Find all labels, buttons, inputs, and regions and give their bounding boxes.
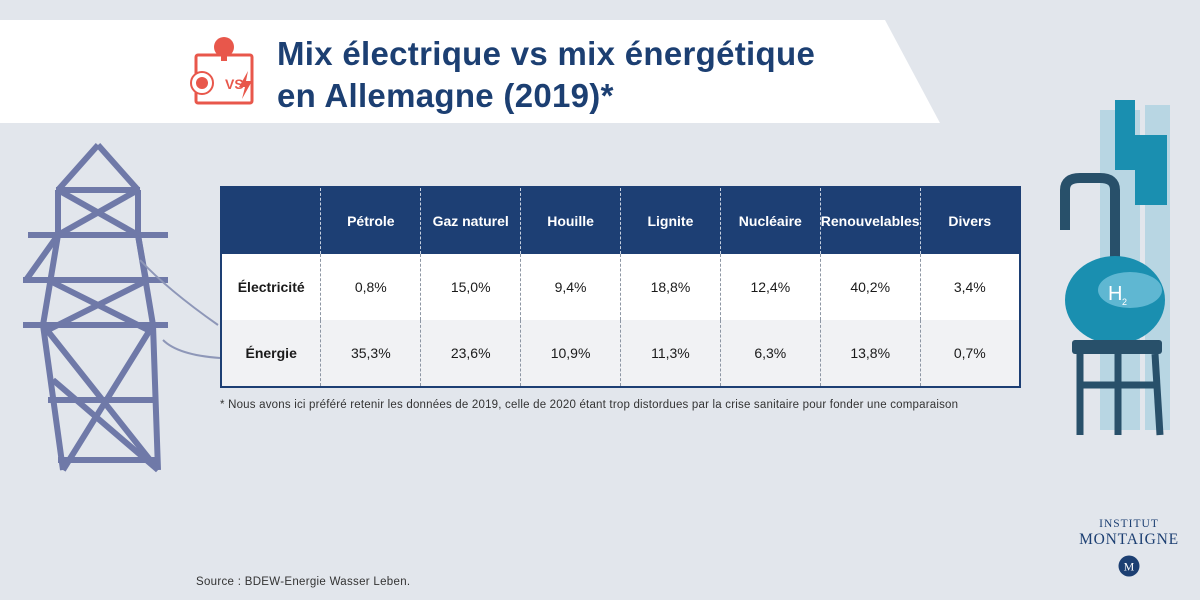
table-cell: 13,8%	[819, 320, 921, 387]
hydrogen-tank-icon: H 2	[1060, 100, 1170, 436]
table-cell: 10,9%	[520, 320, 621, 387]
table-cell: 23,6%	[420, 320, 521, 387]
footnote: * Nous avons ici préféré retenir les don…	[220, 399, 959, 411]
header-row: Pétrole Gaz naturel Houille Lignite Nucl…	[221, 187, 1020, 254]
table-cell: 9,4%	[520, 254, 621, 320]
table-cell: 12,4%	[719, 254, 821, 320]
h2-subscript: 2	[1122, 297, 1127, 307]
logo-seal-letter: M	[1124, 560, 1135, 574]
table-cell: 6,3%	[719, 320, 821, 387]
h2-label: H	[1108, 283, 1122, 305]
logo-line-2: MONTAIGNE	[1079, 531, 1179, 548]
table-cell: 35,3%	[320, 320, 421, 387]
row-label: Électricité	[221, 254, 321, 320]
table-cell: 18,8%	[620, 254, 721, 320]
power-pylon-icon	[23, 143, 221, 473]
header-cell: Lignite	[620, 187, 721, 254]
header-cell: Divers	[919, 187, 1020, 254]
logo-seal-icon: M	[1118, 555, 1140, 577]
table-cell: 0,8%	[320, 254, 421, 320]
header-cell: Renouvelables	[819, 187, 921, 254]
table-row-energie: Énergie 35,3% 23,6% 10,9% 11,3% 6,3% 13,…	[221, 320, 1020, 387]
table-cell: 40,2%	[819, 254, 921, 320]
page-title: Mix électrique vs mix énergétique en All…	[277, 33, 815, 117]
title-line-1: Mix électrique vs mix énergétique	[277, 35, 816, 72]
header-cell: Houille	[520, 187, 621, 254]
table-cell: 0,7%	[919, 320, 1020, 387]
institut-montaigne-logo: INSTITUT MONTAIGNE M	[1074, 517, 1184, 577]
row-label: Énergie	[221, 320, 321, 387]
table-row-electricite: Électricité 0,8% 15,0% 9,4% 18,8% 12,4% …	[221, 254, 1020, 320]
header-cell: Pétrole	[320, 187, 421, 254]
header-cell: Nucléaire	[719, 187, 821, 254]
title-line-2: en Allemagne (2019)*	[277, 77, 614, 114]
header-cell: Gaz naturel	[420, 187, 521, 254]
title-banner	[0, 20, 940, 123]
electricity-vs-energy-icon: VS	[190, 37, 254, 105]
table-cell: 11,3%	[620, 320, 721, 387]
source-note: Source : BDEW-Energie Wasser Leben.	[196, 576, 411, 588]
vs-label: VS	[225, 76, 244, 92]
mix-table: Pétrole Gaz naturel Houille Lignite Nucl…	[220, 186, 1021, 388]
table-cell: 3,4%	[919, 254, 1020, 320]
logo-line-1: INSTITUT	[1099, 518, 1159, 530]
header-cell	[221, 187, 321, 254]
table-cell: 15,0%	[420, 254, 521, 320]
